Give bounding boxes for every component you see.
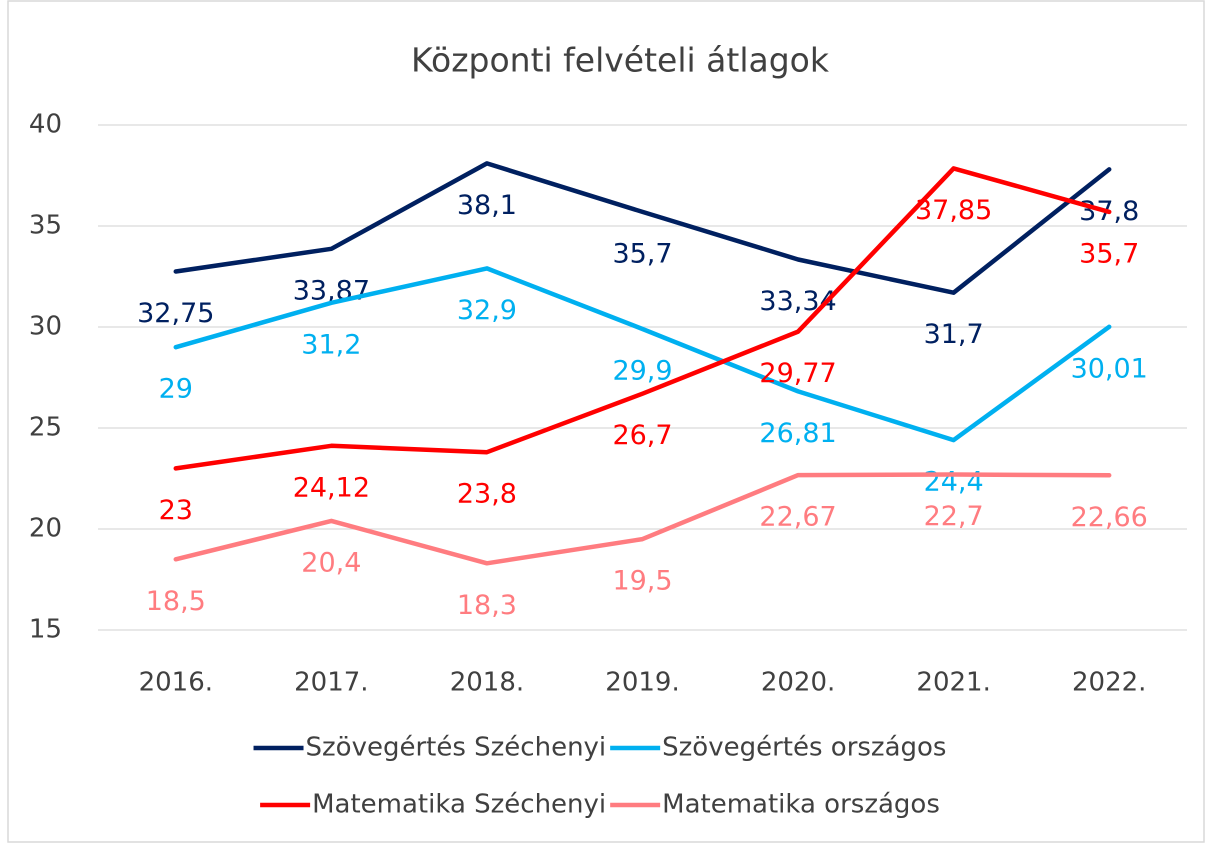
x-tick-label: 2016. [139,668,213,698]
data-label: 31,2 [301,329,361,360]
legend-label: Matematika országos [662,790,940,820]
data-label: 22,67 [759,502,836,533]
y-tick-label: 20 [29,514,62,544]
chart-title: Központi felvételi átlagok [411,41,830,80]
legend-label: Szövegértés országos [662,733,946,763]
x-tick-label: 2021. [916,668,990,698]
legend-label: Szövegértés Széchenyi [306,733,607,763]
y-tick-label: 15 [29,615,62,645]
x-tick-label: 2022. [1072,668,1146,698]
y-tick-label: 40 [29,110,62,140]
data-label: 26,81 [759,418,836,449]
data-label: 29,77 [759,358,836,389]
y-tick-label: 25 [29,413,62,443]
data-label: 35,7 [612,238,672,269]
x-tick-label: 2019. [605,668,679,698]
x-tick-label: 2018. [450,668,524,698]
data-label: 23 [159,495,193,526]
data-label: 35,7 [1079,238,1139,269]
series-line [173,472,1112,566]
data-label: 32,9 [457,295,517,326]
y-tick-label: 30 [29,312,62,342]
data-label: 24,4 [924,467,984,498]
data-label: 19,5 [612,566,672,597]
series-line [173,166,1112,471]
data-label: 29 [159,374,193,405]
data-label: 24,12 [293,472,370,503]
data-label: 18,5 [146,586,206,617]
data-label: 30,01 [1071,353,1148,384]
x-tick-label: 2017. [294,668,368,698]
series-line [173,161,1112,295]
data-label: 22,7 [924,501,984,532]
series-line [173,266,1112,443]
legend-label: Matematika Széchenyi [312,790,606,820]
data-label: 31,7 [924,319,984,350]
chart-border [7,0,1205,843]
x-tick-label: 2020. [761,668,835,698]
data-label: 18,3 [457,590,517,621]
data-label: 22,66 [1071,502,1148,533]
data-label: 23,8 [457,479,517,510]
data-label: 37,85 [915,195,992,226]
data-label: 20,4 [301,547,361,578]
data-label: 38,1 [457,190,517,221]
data-label: 26,7 [612,420,672,451]
data-label: 32,75 [137,298,214,329]
data-label: 29,9 [612,356,672,387]
y-tick-label: 35 [29,211,62,241]
